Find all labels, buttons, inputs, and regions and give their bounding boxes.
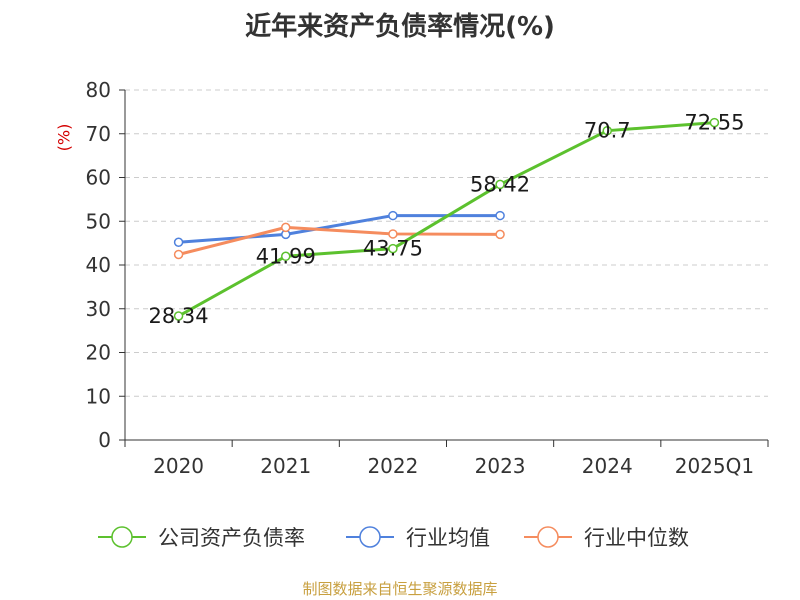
series-line	[178, 214, 501, 244]
data-point	[709, 117, 720, 128]
data-point	[388, 210, 398, 221]
y-tick-label: 40	[86, 253, 111, 277]
data-point	[388, 243, 398, 254]
data-label: 43.75	[363, 237, 423, 261]
data-point	[281, 222, 291, 233]
series-line	[177, 121, 715, 318]
data-label: 41.99	[256, 244, 316, 268]
chart-title: 近年来资产负债率情况(%)	[245, 12, 555, 42]
legend-label: 公司资产负债率	[158, 526, 305, 550]
legend-label: 行业均值	[406, 526, 490, 550]
source-note: 制图数据来自恒生聚源数据库	[302, 580, 498, 598]
data-point	[173, 311, 184, 321]
data-point	[602, 125, 612, 136]
data-label: 58.42	[470, 172, 530, 196]
x-tick-label: 2021	[260, 454, 311, 478]
y-tick-label: 20	[86, 341, 111, 365]
x-tick-label: 2022	[367, 454, 418, 478]
data-point	[495, 210, 505, 221]
data-point	[388, 229, 398, 239]
x-tick-label: 2020	[153, 454, 204, 478]
x-tick-label: 2023	[475, 454, 526, 478]
legend-marker	[359, 526, 381, 548]
y-tick-label: 70	[86, 122, 111, 146]
legend-marker	[111, 526, 133, 548]
y-tick-label: 30	[86, 297, 111, 321]
y-tick-label: 10	[86, 384, 111, 408]
data-point	[495, 229, 505, 240]
legend-marker	[537, 526, 559, 548]
data-point	[173, 249, 184, 260]
data-point	[281, 251, 291, 262]
data-label: 28.34	[149, 304, 209, 328]
data-point	[173, 237, 184, 247]
series-line	[178, 225, 501, 256]
data-label: 70.7	[584, 119, 631, 143]
x-tick-label: 2024	[582, 454, 633, 478]
y-tick-label: 0	[98, 428, 111, 452]
data-point	[495, 179, 505, 190]
x-tick-label: 2025Q1	[675, 454, 754, 478]
legend-label: 行业中位数	[584, 526, 689, 550]
y-tick-label: 50	[86, 209, 111, 233]
y-tick-label: 60	[86, 166, 111, 190]
data-label: 72.55	[684, 111, 744, 135]
y-tick-label: 80	[86, 78, 111, 102]
